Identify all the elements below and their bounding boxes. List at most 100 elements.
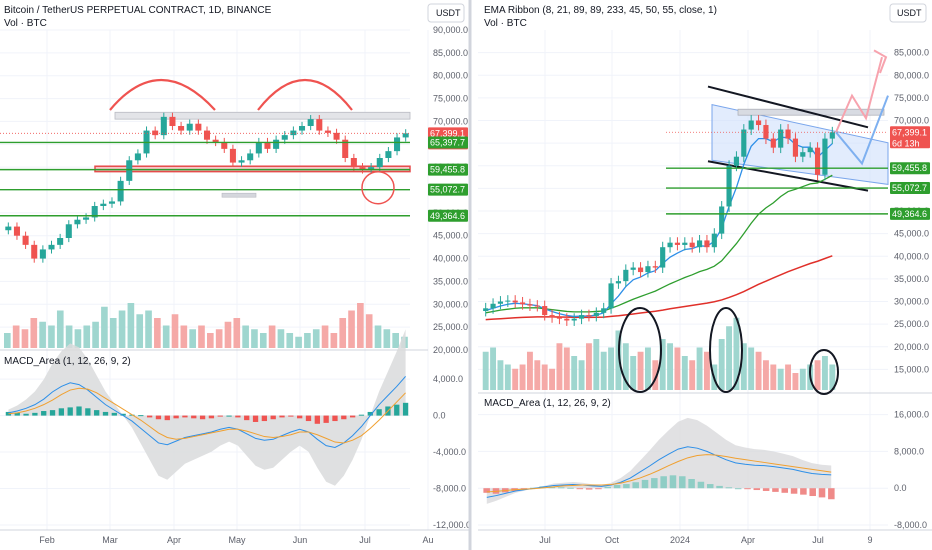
left-volume-bar xyxy=(162,325,170,348)
right-macd-histogram-bar xyxy=(660,476,667,489)
left-candle-body xyxy=(108,201,116,204)
left-macd-histogram-bar xyxy=(358,414,365,416)
right-unit-button[interactable]: USDT xyxy=(889,3,927,23)
right-macd-histogram-bar xyxy=(772,488,779,492)
left-volume-bar xyxy=(56,310,64,348)
right-volume-bar xyxy=(689,360,696,390)
right-price-tag-timer: 6d 13h xyxy=(892,138,920,148)
right-macd-histogram-bar xyxy=(623,484,630,489)
right-volume-bar xyxy=(600,351,607,390)
left-price-tick: 80,000.0 xyxy=(433,71,468,81)
left-volume-bar xyxy=(374,325,382,348)
left-macd-histogram-bar xyxy=(376,409,382,416)
left-macd-area xyxy=(8,329,406,486)
right-candle-body xyxy=(733,156,740,166)
right-candle-body xyxy=(549,315,555,318)
right-macd-histogram-bar xyxy=(651,478,658,489)
right-volume-bar xyxy=(630,356,637,390)
right-trendline-bottom xyxy=(707,160,869,192)
right-volume-bar xyxy=(821,356,828,390)
left-levels xyxy=(0,132,410,217)
left-candle-body xyxy=(394,137,401,152)
right-candle-body xyxy=(800,152,806,157)
right-price-tick: 20,000.0 xyxy=(894,342,929,352)
left-volume-bar xyxy=(251,329,258,348)
right-macd-histogram-bar xyxy=(557,487,565,489)
right-candle-body xyxy=(630,267,636,270)
left-macd-histogram-bar xyxy=(76,406,82,416)
left-time-label: Au xyxy=(422,535,433,545)
left-candle-body xyxy=(160,116,167,136)
left-macd-histogram-bar xyxy=(111,412,117,416)
left-macd-histogram-bar xyxy=(67,407,73,416)
left-volume-bar xyxy=(321,325,329,348)
left-volume-bar xyxy=(136,314,144,348)
right-macd-histogram-bar xyxy=(800,488,807,495)
right-macd-histogram-bar xyxy=(688,479,695,489)
left-macd-histogram-bar xyxy=(297,415,303,419)
right-candle-body xyxy=(578,315,585,319)
left-time-label: Jun xyxy=(293,535,308,545)
left-volume-bar xyxy=(392,333,399,348)
right-candle-body xyxy=(667,242,673,248)
left-candle-body xyxy=(290,130,297,136)
right-time-axis[interactable]: Jul Oct 2024 Apr Jul 9 xyxy=(539,535,872,545)
right-candle-body xyxy=(586,315,592,317)
left-macd-pane xyxy=(5,329,409,486)
right-candle-body xyxy=(778,129,784,148)
right-time-label: Apr xyxy=(741,535,755,545)
right-candle-body xyxy=(483,308,489,312)
left-signal-line xyxy=(8,387,406,444)
right-volume-bar xyxy=(512,368,519,390)
left-macd-histogram-bar xyxy=(155,415,162,420)
left-price-tag-box xyxy=(428,136,468,149)
left-volume-bar xyxy=(295,336,302,348)
right-candle-body xyxy=(593,312,599,316)
right-unit-label: USDT xyxy=(897,8,922,18)
left-time-axis[interactable]: Feb Mar Apr May Jun Jul Au xyxy=(39,535,433,545)
right-projection-red-head xyxy=(873,49,888,74)
right-candle-body xyxy=(682,242,688,245)
right-macd-histogram-bar xyxy=(632,482,639,489)
right-volume-bar xyxy=(556,343,563,390)
right-candle-body xyxy=(704,240,710,248)
right-volume-bar xyxy=(644,347,651,390)
left-unit-button[interactable]: USDT xyxy=(427,3,465,23)
right-macd-histogram-bar xyxy=(781,488,789,493)
left-macd-tick: -12,000.0 xyxy=(433,520,471,530)
left-volume-bars xyxy=(4,303,408,348)
left-macd-histogram-bar xyxy=(288,415,294,417)
left-volume-bar xyxy=(74,329,82,348)
right-price-tag-box xyxy=(890,126,930,149)
left-price-tick: 20,000.0 xyxy=(433,345,468,355)
right-projection-blue xyxy=(835,95,889,166)
left-candle-body xyxy=(316,119,323,131)
left-macd-histogram-bar xyxy=(323,415,329,423)
right-candles xyxy=(483,115,835,326)
right-macd-pane xyxy=(483,417,835,504)
right-price-tick: 15,000.0 xyxy=(894,364,929,374)
right-volume-bar xyxy=(482,351,489,390)
left-price-axis[interactable]: 90,000.0 85,000.0 80,000.0 75,000.0 70,000.0… xyxy=(428,25,471,530)
right-volume-bar xyxy=(549,368,556,390)
right-volume-bar xyxy=(608,347,615,390)
left-macd-histogram-bar xyxy=(164,415,170,421)
right-volume-label: Vol · BTC xyxy=(484,18,527,29)
left-macd-histogram-bar xyxy=(146,415,153,418)
left-volume-bar xyxy=(224,321,232,348)
left-price-tag-value: 67,399.1 xyxy=(430,128,465,138)
right-macd-histogram-bar xyxy=(706,484,714,489)
right-price-tick: 80,000.0 xyxy=(894,70,929,80)
right-volume-bar xyxy=(799,368,806,390)
left-candle-body xyxy=(229,148,236,163)
right-candle-body xyxy=(527,304,533,306)
right-volume-bar xyxy=(792,373,799,390)
right-price-tag-box xyxy=(890,162,930,175)
right-price-axis[interactable]: 85,000.080,000.075,000.070,000.065,000.0… xyxy=(890,48,930,530)
right-volume-bar xyxy=(519,364,526,390)
left-candle-body xyxy=(281,135,288,140)
right-macd-histogram-bar xyxy=(641,479,649,489)
right-macd-histogram-bar xyxy=(818,488,826,498)
right-annotations xyxy=(618,49,889,395)
